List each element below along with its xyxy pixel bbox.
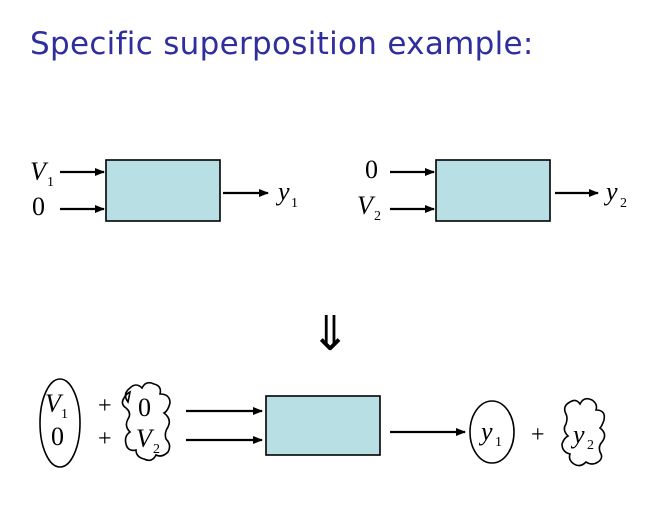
output-ellipse [469, 400, 515, 464]
combined-left-top-sub: 1 [61, 407, 68, 422]
combined-left-bottom: 0 [51, 422, 64, 451]
combined-left-top: V [45, 389, 64, 418]
system-2: 0 V 2 y 2 [357, 155, 627, 224]
system2-output-sub: 2 [620, 196, 627, 211]
input-cloud-squiggle [121, 381, 171, 462]
output-cloud-squiggle [561, 397, 606, 467]
system2-box [435, 159, 551, 222]
combined-output-left-sub: 1 [495, 435, 502, 450]
implies-arrow-icon: ⇓ [310, 308, 350, 361]
plus-output: + [531, 422, 545, 448]
plus-top: + [98, 393, 112, 419]
combined-output-right-sub: 2 [587, 438, 594, 453]
combined-system: V 1 0 + + 0 V 2 y 1 + y 2 [39, 378, 606, 468]
system2-input-bottom-sub: 2 [374, 209, 381, 224]
system1-input-top-sub: 1 [47, 175, 54, 190]
system1-input-top: V [30, 157, 49, 186]
plus-bottom: + [98, 426, 112, 452]
system1-box [105, 159, 221, 222]
system-1: V 1 0 y 1 [30, 157, 298, 222]
combined-box [265, 395, 381, 456]
system2-input-bottom: V [357, 191, 376, 220]
combined-right-bottom: V [136, 424, 155, 453]
combined-right-bottom-sub: 2 [153, 442, 160, 457]
combined-output-left: y [478, 417, 493, 446]
system1-output-sub: 1 [291, 196, 298, 211]
page-title: Specific superposition example: [30, 26, 534, 62]
input-group-ellipse [39, 378, 81, 468]
system2-output: y [603, 177, 618, 206]
system1-input-bottom: 0 [32, 192, 45, 221]
system1-output: y [275, 177, 290, 206]
system2-input-top: 0 [365, 155, 378, 184]
combined-output-right: y [570, 420, 585, 449]
combined-right-top: 0 [138, 393, 151, 422]
